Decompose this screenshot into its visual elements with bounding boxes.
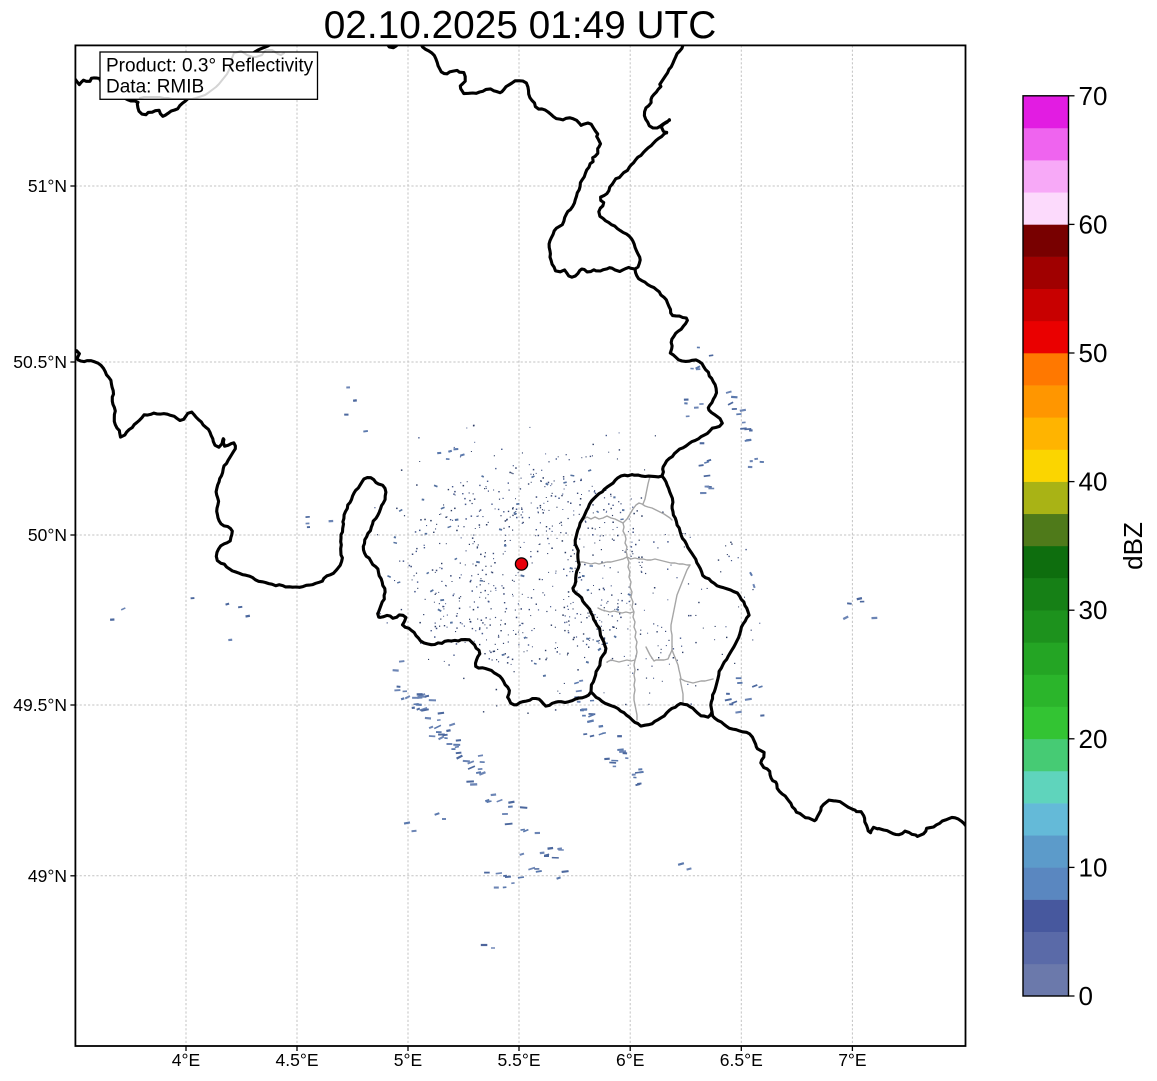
svg-text:6°E: 6°E <box>616 1050 644 1070</box>
svg-text:6.5°E: 6.5°E <box>720 1050 763 1070</box>
svg-text:20: 20 <box>1079 724 1108 754</box>
svg-text:5.5°E: 5.5°E <box>498 1050 541 1070</box>
svg-text:50: 50 <box>1079 338 1108 368</box>
svg-text:4.5°E: 4.5°E <box>276 1050 319 1070</box>
svg-text:10: 10 <box>1079 852 1108 882</box>
svg-text:30: 30 <box>1079 595 1108 625</box>
svg-text:0: 0 <box>1079 981 1093 1011</box>
svg-text:5°E: 5°E <box>394 1050 422 1070</box>
svg-text:50.5°N: 50.5°N <box>13 352 67 372</box>
svg-text:50°N: 50°N <box>28 525 67 545</box>
svg-text:dBZ: dBZ <box>1118 522 1148 570</box>
svg-text:60: 60 <box>1079 209 1108 239</box>
svg-text:Data: RMIB: Data: RMIB <box>106 77 204 98</box>
svg-text:40: 40 <box>1079 467 1108 497</box>
svg-text:51°N: 51°N <box>28 176 67 196</box>
svg-text:4°E: 4°E <box>172 1050 200 1070</box>
svg-text:7°E: 7°E <box>838 1050 866 1070</box>
svg-text:70: 70 <box>1079 81 1108 111</box>
svg-text:Product: 0.3° Reflectivity: Product: 0.3° Reflectivity <box>106 56 314 77</box>
svg-text:02.10.2025 01:49 UTC: 02.10.2025 01:49 UTC <box>324 4 717 47</box>
svg-text:49°N: 49°N <box>28 866 67 886</box>
svg-text:49.5°N: 49.5°N <box>13 695 67 715</box>
